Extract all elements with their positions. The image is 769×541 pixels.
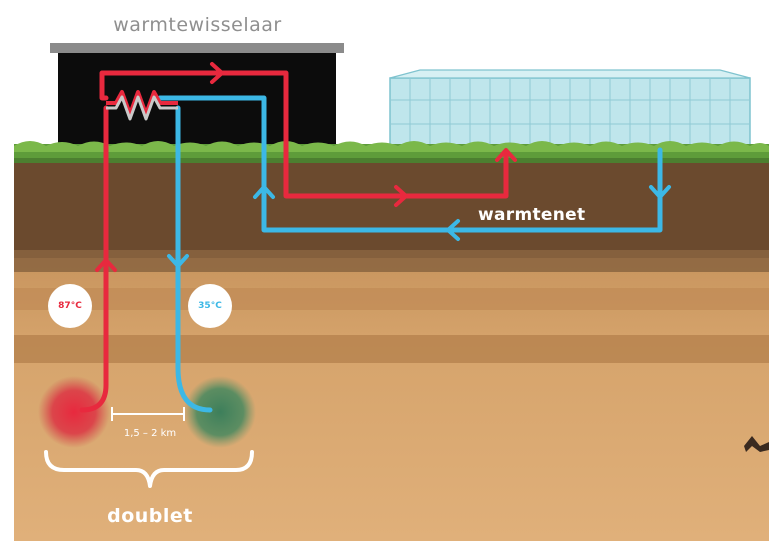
cold-return-pipe bbox=[157, 95, 663, 233]
brace-icon bbox=[44, 450, 254, 488]
cold-temperature-badge: 35°C bbox=[188, 284, 232, 328]
distance-label: 1,5 – 2 km bbox=[123, 428, 177, 439]
doublet-label: doublet bbox=[107, 505, 193, 527]
cold-well-icon bbox=[184, 376, 256, 448]
cold-arrow-down bbox=[649, 185, 671, 199]
hot-supply-pipe bbox=[99, 70, 509, 199]
cold-temperature-text: 35°C bbox=[198, 301, 222, 311]
heat-exchanger-label: warmtewisselaar bbox=[113, 14, 282, 36]
subsoil-band bbox=[14, 250, 769, 272]
heat-network-label: warmtenet bbox=[478, 205, 586, 225]
hot-temperature-text: 87°C bbox=[58, 301, 82, 311]
cold-arrow-left bbox=[446, 219, 460, 241]
hot-temperature-badge: 87°C bbox=[48, 284, 92, 328]
cold-arrow-up bbox=[253, 185, 275, 199]
building-icon bbox=[58, 53, 336, 155]
hot-arrow-up-end bbox=[495, 148, 517, 162]
sand-band-2 bbox=[14, 335, 769, 363]
hot-well-icon bbox=[38, 376, 110, 448]
distance-bar bbox=[111, 407, 185, 421]
topsoil-layer bbox=[14, 158, 769, 258]
heat-exchanger-coil-icon bbox=[106, 90, 178, 121]
edge-figure bbox=[744, 436, 769, 452]
hot-arrow-right bbox=[394, 185, 408, 207]
grass-strip bbox=[14, 141, 769, 163]
sand-band-1 bbox=[14, 288, 769, 310]
greenhouse-icon bbox=[389, 69, 751, 151]
cold-well-arrow-down bbox=[167, 254, 189, 268]
hot-arrow-up bbox=[95, 258, 117, 272]
hot-arrow-right-top bbox=[210, 62, 224, 84]
cold-injection-pipe bbox=[175, 105, 213, 413]
hot-production-pipe bbox=[79, 105, 109, 413]
building-roof bbox=[50, 43, 344, 53]
